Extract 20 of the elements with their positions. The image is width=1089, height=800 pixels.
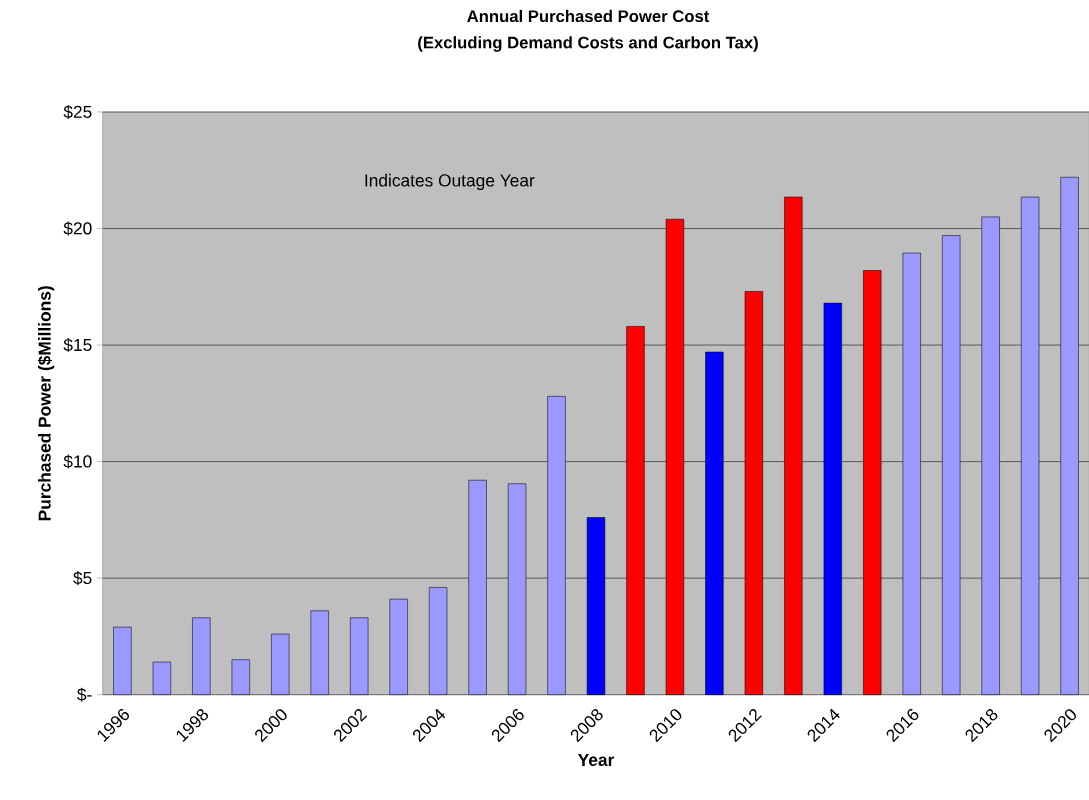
y-tick-label: $10	[63, 454, 92, 469]
y-tick-label: $20	[63, 221, 92, 236]
chart-subtitle: (Excluding Demand Costs and Carbon Tax)	[418, 36, 758, 52]
y-tick-label: $25	[63, 104, 92, 120]
bar	[271, 633, 290, 695]
y-tick-label: $5	[73, 571, 92, 586]
bar	[389, 598, 408, 695]
annotation: Indicates Outage Year	[365, 173, 535, 190]
bar	[192, 617, 211, 695]
bar	[231, 659, 250, 695]
bar	[113, 626, 132, 695]
chart-title: Annual Purchased Power Cost	[467, 9, 710, 23]
y-tick-label: $15	[63, 338, 92, 353]
bar	[152, 661, 172, 695]
bar	[310, 610, 329, 695]
y-axis-title: Purchased Power ($Millions)	[37, 286, 55, 521]
x-axis-title: Year	[577, 753, 615, 767]
bar	[428, 587, 448, 695]
bar	[350, 617, 369, 695]
y-tick-label: $-	[77, 687, 92, 702]
